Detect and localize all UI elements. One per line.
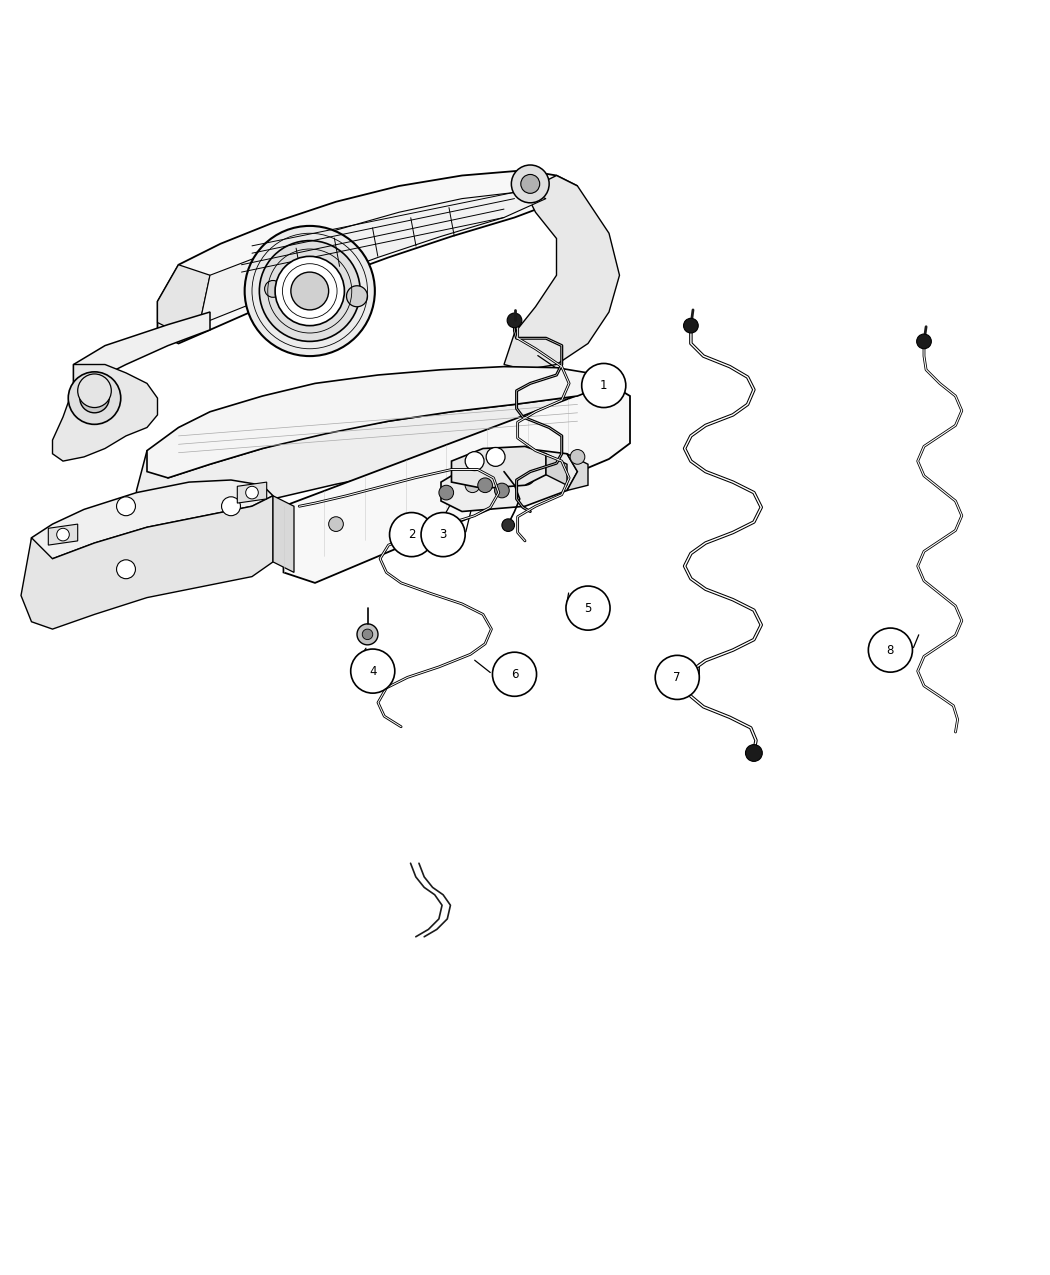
Circle shape [746,745,762,761]
Circle shape [478,478,492,492]
Circle shape [488,462,509,482]
Circle shape [275,256,344,325]
Polygon shape [273,496,294,572]
Polygon shape [74,312,210,388]
Polygon shape [21,496,273,629]
Circle shape [465,451,484,470]
Text: 4: 4 [369,664,377,677]
Polygon shape [441,449,578,511]
Circle shape [80,384,109,413]
Circle shape [439,486,454,500]
Circle shape [351,649,395,694]
Polygon shape [52,365,158,462]
Circle shape [492,653,537,696]
Text: 7: 7 [673,671,681,683]
Circle shape [566,586,610,630]
Circle shape [502,519,514,532]
Polygon shape [567,454,588,491]
Polygon shape [136,384,609,528]
Text: 3: 3 [439,528,447,541]
Text: 1: 1 [600,379,608,391]
Polygon shape [32,479,273,558]
Circle shape [265,280,281,297]
Circle shape [465,478,480,492]
Text: 6: 6 [510,668,519,681]
Polygon shape [452,446,546,488]
Polygon shape [200,191,546,325]
Circle shape [329,516,343,532]
Circle shape [507,314,522,328]
Circle shape [357,623,378,645]
Polygon shape [284,384,630,583]
Circle shape [582,363,626,408]
Polygon shape [147,367,609,478]
Polygon shape [546,454,567,486]
Circle shape [486,448,505,467]
Polygon shape [158,171,578,343]
Circle shape [390,513,434,557]
Circle shape [245,226,375,356]
Circle shape [570,450,585,464]
Circle shape [117,560,135,579]
Circle shape [362,629,373,640]
Circle shape [495,483,509,497]
Circle shape [291,272,329,310]
Polygon shape [158,265,210,333]
Circle shape [421,513,465,557]
Polygon shape [237,482,267,504]
Circle shape [917,334,931,349]
Circle shape [511,164,549,203]
Polygon shape [48,524,78,546]
Text: 2: 2 [407,528,416,541]
Circle shape [868,629,912,672]
Circle shape [246,486,258,499]
Circle shape [259,241,360,342]
Circle shape [346,286,367,307]
Polygon shape [504,176,620,370]
Circle shape [222,497,240,515]
Text: 5: 5 [584,602,592,615]
Circle shape [655,655,699,700]
Circle shape [117,497,135,515]
Circle shape [514,464,536,486]
Circle shape [521,175,540,194]
Circle shape [57,528,69,541]
Circle shape [78,374,111,408]
Text: 8: 8 [886,644,895,657]
Circle shape [68,372,121,425]
Circle shape [467,468,488,488]
Circle shape [684,319,698,333]
